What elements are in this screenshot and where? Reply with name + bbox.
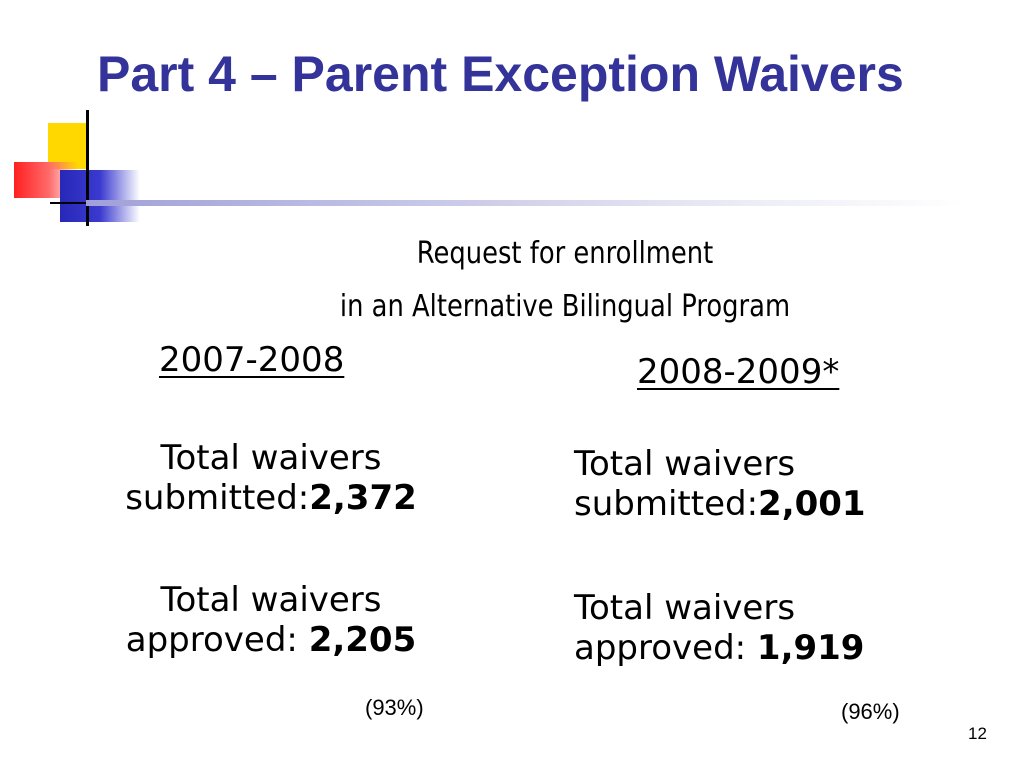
approved-percent-2008-2009: (96%): [841, 688, 900, 728]
submitted-label: Total waivers submitted:: [574, 444, 796, 524]
vertical-line-decoration: [86, 110, 89, 226]
approved-percent: (93%): [365, 695, 424, 720]
submitted-stat-2007-2008: Total waivers submitted:2,372: [96, 438, 446, 518]
year-heading-2007-2008: 2007-2008: [159, 340, 344, 380]
approved-value: 2,205: [308, 620, 417, 660]
subtitle-line-2: in an Alternative Bilingual Program: [339, 289, 791, 324]
approved-percent-2007-2008: (93%): [365, 684, 424, 724]
approved-percent: (96%): [841, 699, 900, 724]
blue-square-decoration: [60, 170, 140, 222]
submitted-label: Total waivers submitted:: [125, 438, 382, 518]
approved-label: Total waivers approved:: [574, 588, 796, 668]
approved-label: Total waivers approved:: [125, 580, 382, 660]
page-number: 12: [968, 724, 987, 743]
slide-title: Part 4 – Parent Exception Waivers: [97, 46, 904, 102]
title-underline-rule: [86, 200, 966, 206]
year-heading-2008-2009: 2008-2009*: [637, 352, 839, 392]
approved-stat-2007-2008: Total waivers approved: 2,205: [96, 580, 446, 660]
subtitle-line-1: Request for enrollment: [416, 236, 714, 271]
submitted-value: 2,001: [758, 484, 866, 524]
yellow-square-decoration: [48, 123, 88, 169]
submitted-stat-2008-2009: Total waivers submitted:2,001: [574, 444, 934, 524]
year-label: 2007-2008: [159, 340, 345, 380]
approved-value: 1,919: [756, 628, 865, 668]
corner-decoration: [0, 0, 140, 240]
year-label: 2008-2009*: [637, 352, 840, 392]
submitted-value: 2,372: [309, 478, 417, 518]
approved-stat-2008-2009: Total waivers approved: 1,919: [574, 588, 934, 668]
